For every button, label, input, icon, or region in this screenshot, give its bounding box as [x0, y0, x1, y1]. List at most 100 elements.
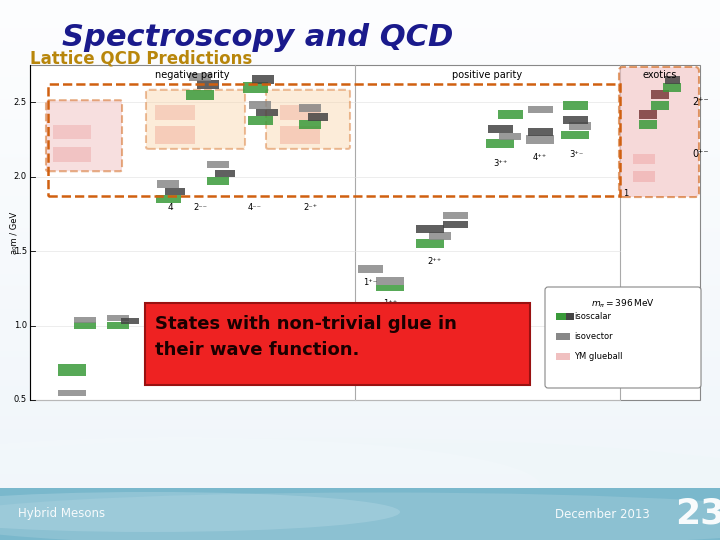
Text: 1⁺⁻: 1⁺⁻	[363, 278, 377, 287]
Text: 2⁺⁻: 2⁺⁻	[692, 97, 708, 107]
Text: 4⁺⁺: 4⁺⁺	[533, 153, 547, 162]
Bar	[376, 285, 404, 291]
Text: 23: 23	[675, 497, 720, 531]
FancyBboxPatch shape	[619, 67, 699, 197]
Text: negative parity: negative parity	[156, 70, 230, 80]
Bar	[526, 135, 554, 144]
Text: 2.5: 2.5	[14, 98, 27, 107]
Bar	[243, 82, 268, 92]
Bar	[107, 322, 129, 329]
FancyBboxPatch shape	[545, 287, 701, 388]
Ellipse shape	[0, 437, 540, 535]
Text: YM glueball: YM glueball	[574, 352, 623, 361]
Bar	[58, 364, 86, 370]
Bar	[358, 265, 382, 273]
Text: 4: 4	[167, 204, 173, 212]
Bar	[651, 90, 669, 99]
Text: 1.0: 1.0	[14, 321, 27, 330]
Text: 2.0: 2.0	[14, 172, 27, 181]
Bar	[58, 370, 86, 376]
Bar	[249, 102, 271, 109]
Bar	[155, 105, 195, 120]
Bar	[53, 147, 91, 162]
Text: 0.5: 0.5	[14, 395, 27, 404]
Bar	[416, 225, 444, 233]
Bar	[155, 126, 195, 144]
Bar	[566, 313, 574, 320]
Bar	[48, 84, 620, 196]
Bar	[58, 389, 86, 395]
Text: their wave function.: their wave function.	[155, 341, 359, 359]
Bar	[157, 180, 179, 188]
Text: a₀m / GeV: a₀m / GeV	[9, 211, 19, 254]
Ellipse shape	[0, 492, 720, 540]
Bar	[107, 315, 129, 321]
Bar	[156, 194, 181, 204]
Bar	[186, 90, 214, 100]
Bar	[498, 110, 523, 119]
Text: 3⁺⁺: 3⁺⁺	[492, 159, 507, 168]
Text: 1⁺⁺: 1⁺⁺	[383, 299, 397, 308]
Bar	[486, 139, 514, 148]
Bar	[53, 125, 91, 139]
Bar	[633, 153, 655, 164]
Bar	[165, 188, 185, 195]
Bar	[561, 131, 589, 139]
Text: 0⁺⁻: 0⁺⁻	[692, 150, 708, 159]
Bar	[207, 161, 229, 168]
Text: Spectroscopy and QCD: Spectroscopy and QCD	[62, 23, 454, 52]
Bar	[651, 101, 669, 110]
Text: 2⁻⁻: 2⁻⁻	[193, 204, 207, 212]
FancyBboxPatch shape	[146, 90, 245, 149]
Bar	[376, 277, 404, 285]
Bar	[556, 313, 570, 320]
Text: December 2013: December 2013	[555, 508, 649, 521]
Bar	[562, 116, 588, 124]
Bar	[556, 353, 570, 360]
Bar	[299, 104, 321, 112]
Bar	[299, 120, 321, 129]
Text: 1: 1	[623, 188, 629, 198]
Bar	[556, 333, 570, 340]
Text: 2⁺⁺: 2⁺⁺	[428, 257, 442, 266]
Bar	[569, 123, 591, 130]
Bar	[280, 126, 320, 144]
Text: Lattice QCD Predictions: Lattice QCD Predictions	[30, 50, 252, 68]
Bar	[528, 106, 552, 113]
Bar	[487, 125, 513, 133]
Text: $m_\pi = 396\,\mathrm{MeV}$: $m_\pi = 396\,\mathrm{MeV}$	[591, 298, 655, 310]
Bar	[207, 178, 229, 185]
Bar	[121, 318, 139, 324]
Bar	[639, 120, 657, 129]
Bar	[308, 113, 328, 121]
Bar	[633, 172, 655, 182]
Bar	[639, 110, 657, 119]
Bar	[248, 116, 272, 125]
Bar	[74, 322, 96, 329]
Bar	[416, 239, 444, 248]
Bar	[74, 316, 96, 322]
Bar	[429, 233, 451, 240]
FancyBboxPatch shape	[46, 100, 122, 171]
Text: exotics: exotics	[643, 70, 678, 80]
Bar	[0, 488, 720, 540]
Bar	[197, 80, 219, 89]
Text: isoscalar: isoscalar	[574, 312, 611, 321]
Bar	[256, 109, 278, 116]
Bar	[30, 65, 700, 400]
Bar	[0, 488, 720, 540]
Text: positive parity: positive parity	[452, 70, 523, 80]
Text: 1.5: 1.5	[14, 247, 27, 255]
Text: 3⁺⁻: 3⁺⁻	[569, 150, 583, 159]
Bar	[252, 76, 274, 84]
Text: 4⁻⁻: 4⁻⁻	[248, 204, 262, 212]
Bar	[443, 220, 467, 228]
FancyBboxPatch shape	[266, 90, 350, 149]
Ellipse shape	[0, 492, 400, 532]
Text: 2⁻⁺: 2⁻⁺	[303, 204, 317, 212]
Text: States with non-trivial glue in: States with non-trivial glue in	[155, 315, 457, 333]
Bar	[215, 170, 235, 178]
Bar	[528, 129, 552, 136]
Text: Hybrid Mesons: Hybrid Mesons	[18, 508, 105, 521]
Bar	[562, 101, 588, 110]
